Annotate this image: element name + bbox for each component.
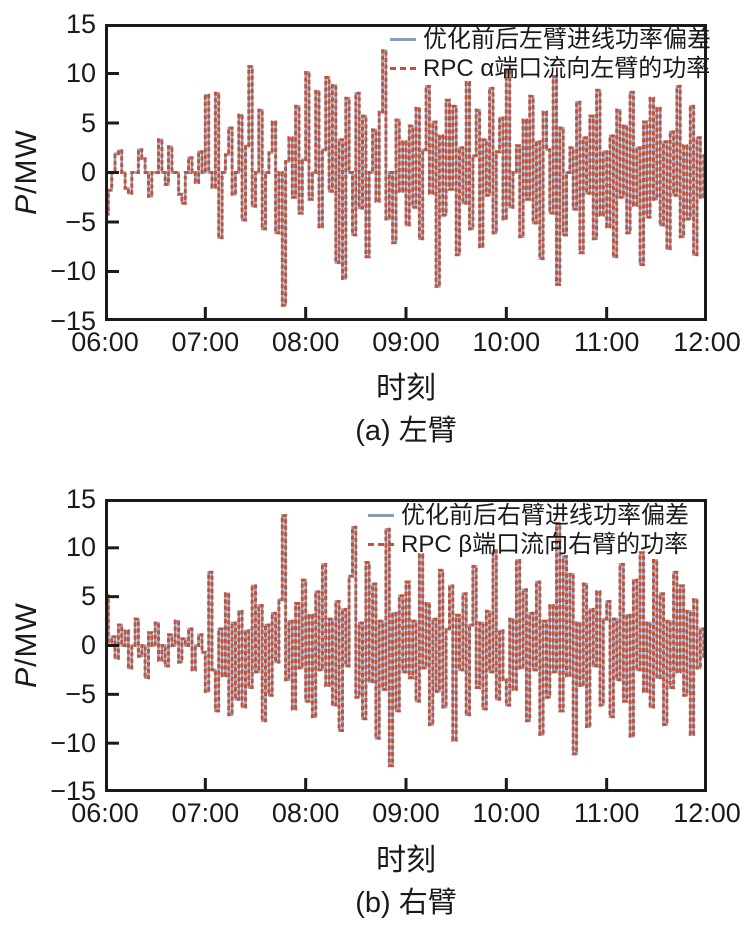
legend-item-rpc-power: RPC β端口流向右臂的功率 (368, 531, 689, 558)
legend-item-rpc-power: RPC α端口流向左臂的功率 (390, 55, 711, 82)
dashed-line-marker-icon (390, 67, 416, 70)
subplot-a: P/MW 15 10 5 0 −5 −10 −15 优化前后左臂进线功率偏差 R… (0, 0, 746, 462)
plot-area (105, 499, 707, 792)
x-axis-ticks: 06:00 07:00 08:00 09:00 10:00 11:00 12:0… (71, 798, 741, 828)
legend-item-deviation: 优化前后右臂进线功率偏差 (368, 502, 689, 529)
x-axis-ticks: 06:00 07:00 08:00 09:00 10:00 11:00 12:0… (71, 327, 741, 357)
subplot-b: P/MW 15 10 5 0 −5 −10 −15 优化前后右臂进线功率偏差 R… (0, 475, 746, 936)
legend: 优化前后右臂进线功率偏差 RPC β端口流向右臂的功率 (368, 502, 689, 558)
legend-item-deviation: 优化前后左臂进线功率偏差 (390, 26, 711, 53)
legend-label: 优化前后左臂进线功率偏差 (423, 26, 711, 53)
subplot-caption: (b) 右臂 (355, 887, 457, 919)
dashed-line-marker-icon (368, 543, 394, 546)
x-axis-label: 时刻 (376, 844, 436, 877)
x-axis-label: 时刻 (376, 372, 436, 405)
legend-label: RPC α端口流向左臂的功率 (423, 55, 711, 82)
legend-label: 优化前后右臂进线功率偏差 (401, 502, 689, 529)
y-axis-ticks: 15 10 5 0 −5 −10 −15 (50, 8, 96, 336)
solid-line-marker-icon (368, 514, 394, 517)
plot-area (105, 24, 707, 321)
solid-line-marker-icon (390, 38, 416, 41)
y-axis-ticks: 15 10 5 0 −5 −10 −15 (50, 483, 96, 807)
legend: 优化前后左臂进线功率偏差 RPC α端口流向左臂的功率 (390, 26, 711, 82)
legend-label: RPC β端口流向右臂的功率 (401, 531, 689, 558)
subplot-caption: (a) 左臂 (355, 415, 457, 447)
